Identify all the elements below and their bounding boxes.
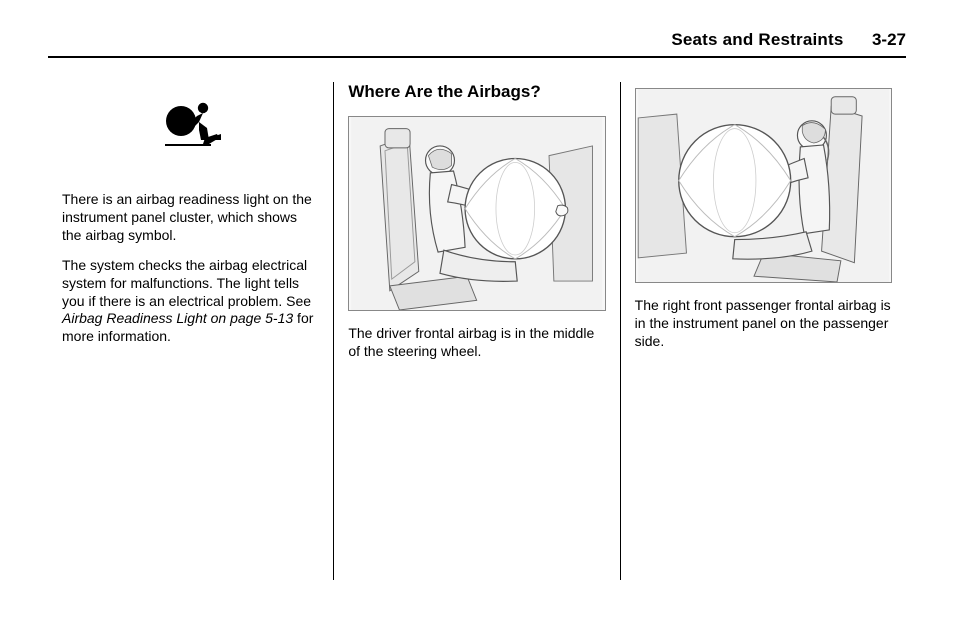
paragraph: The system checks the airbag electrical …: [62, 257, 319, 347]
column-2: Where Are the Airbags?: [333, 82, 619, 580]
paragraph: There is an airbag readiness light on th…: [62, 191, 319, 245]
section-heading: Where Are the Airbags?: [348, 82, 605, 102]
column-1: There is an airbag readiness light on th…: [48, 82, 333, 580]
content-columns: There is an airbag readiness light on th…: [48, 82, 906, 580]
cross-reference: Airbag Readiness Light on page 5-13: [62, 310, 293, 326]
page-header: Seats and Restraints 3-27: [48, 30, 906, 58]
driver-airbag-illustration: [348, 116, 605, 311]
column-3: The right front passenger frontal airbag…: [620, 82, 906, 580]
chapter-title: Seats and Restraints: [671, 30, 843, 49]
page-number: 3-27: [872, 30, 906, 49]
manual-page: Seats and Restraints 3-27: [0, 0, 954, 638]
illustration-caption: The right front passenger frontal airbag…: [635, 297, 892, 351]
airbag-icon-wrap: [62, 100, 319, 157]
passenger-airbag-illustration: [635, 88, 892, 283]
text-run: The system checks the airbag electrical …: [62, 257, 311, 309]
airbag-readiness-icon: [159, 100, 223, 152]
illustration-caption: The driver frontal airbag is in the midd…: [348, 325, 605, 361]
